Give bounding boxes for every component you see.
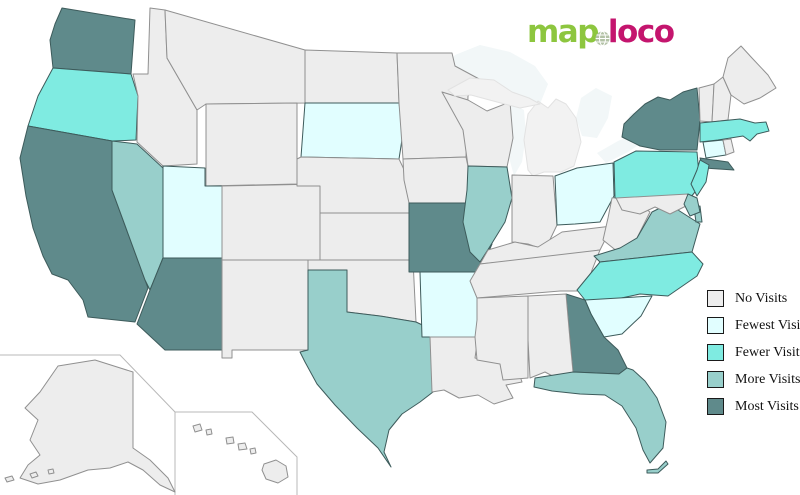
- legend-item-fewer-visits: Fewer Visits: [707, 344, 800, 361]
- legend-swatch-more-visits: [707, 371, 724, 388]
- state-new-york: [621, 87, 701, 151]
- legend-label: No Visits: [735, 290, 788, 306]
- legend-swatch-fewest-visits: [707, 317, 724, 334]
- state-mississippi: [474, 295, 529, 381]
- lake-superior-shape: [436, 45, 548, 104]
- state-rhode-island: [722, 138, 735, 156]
- legend-swatch-fewer-visits: [707, 344, 724, 361]
- state-delaware: [683, 193, 701, 217]
- state-oregon: [27, 67, 139, 142]
- state-minnesota: [396, 52, 482, 160]
- legend-label: Fewest Visits: [735, 317, 800, 333]
- state-kansas: [319, 212, 414, 261]
- state-pennsylvania: [613, 150, 701, 199]
- state-colorado: [221, 183, 321, 261]
- state-ohio: [554, 162, 615, 226]
- legend-swatch-most-visits: [707, 398, 724, 415]
- legend-label: Fewer Visits: [735, 344, 800, 360]
- state-new-hampshire: [711, 76, 732, 123]
- state-new-mexico: [221, 259, 309, 359]
- legend-item-more-visits: More Visits: [707, 371, 800, 388]
- state-north-carolina: [576, 251, 704, 301]
- state-florida: [533, 367, 667, 464]
- legend-item-no-visits: No Visits: [707, 290, 800, 307]
- logo-text-loco: loco: [607, 14, 675, 50]
- state-north-dakota: [304, 49, 400, 104]
- legend-label: More Visits: [735, 371, 800, 387]
- state-washington: [49, 7, 136, 75]
- state-illinois: [462, 165, 513, 263]
- maploco-logo[interactable]: map loco: [527, 10, 675, 50]
- legend-item-fewest-visits: Fewest Visits: [707, 317, 800, 334]
- state-south-dakota: [300, 102, 404, 160]
- legend-swatch-no-visits: [707, 290, 724, 307]
- hawaii-inset-box: [175, 411, 298, 495]
- alaska-inset-box: [0, 354, 176, 495]
- state-maine: [722, 45, 777, 105]
- state-vermont: [698, 83, 715, 123]
- lake-huron-shape: [576, 88, 612, 138]
- state-massachusetts: [699, 118, 770, 143]
- alaska-aleutian-islands: [4, 468, 55, 483]
- state-iowa: [402, 156, 472, 204]
- state-wisconsin: [441, 91, 514, 168]
- state-hawaii-islands: [192, 423, 289, 484]
- state-michigan-lower: [523, 98, 582, 177]
- logo-text-map: map: [527, 14, 599, 50]
- state-tennessee: [469, 249, 601, 299]
- state-wyoming: [205, 102, 298, 187]
- state-florida-keys: [646, 460, 669, 474]
- state-texas: [299, 269, 434, 468]
- state-connecticut: [702, 139, 727, 159]
- state-michigan-upper: [447, 77, 541, 109]
- legend-item-most-visits: Most Visits: [707, 398, 800, 415]
- state-alaska: [19, 359, 176, 493]
- state-indiana: [511, 174, 558, 251]
- state-new-jersey: [690, 159, 710, 197]
- globe-icon: [595, 31, 610, 46]
- map-legend: No Visits Fewest Visits Fewer Visits Mor…: [707, 290, 800, 425]
- legend-label: Most Visits: [735, 398, 799, 414]
- state-alabama: [527, 293, 574, 381]
